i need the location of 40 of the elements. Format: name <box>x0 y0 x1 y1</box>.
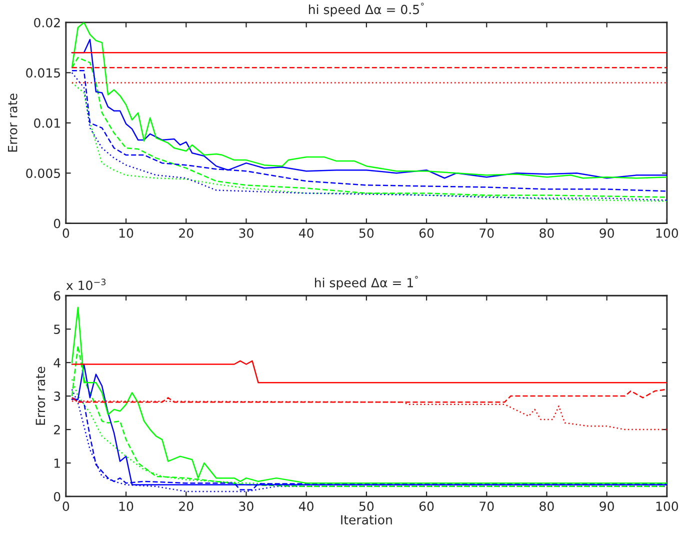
x-tick-label: 100 <box>656 502 678 512</box>
x-tick-label: 40 <box>298 502 314 512</box>
x-tick-label: 20 <box>179 502 194 512</box>
chart-title: hi speed Δα = 0.5$^{°}$ <box>309 2 424 17</box>
y-tick-label: 5 <box>54 324 60 334</box>
y-axis-title: Error rate <box>36 366 46 425</box>
x-tick-label: 50 <box>359 228 374 238</box>
y-tick-label: 0.01 <box>34 118 60 128</box>
x-tick-label: 80 <box>540 228 554 238</box>
x-tick-label: 100 <box>656 228 678 238</box>
y-tick-label: 3 <box>54 392 60 401</box>
x-axis-title: Iteration <box>341 514 392 525</box>
x-tick-label: 60 <box>419 502 434 512</box>
x-tick-label: 50 <box>359 502 374 512</box>
x-tick-label: 90 <box>600 502 614 512</box>
chart-title: hi speed Δα = 1$^{°}$ <box>315 276 418 290</box>
x-tick-label: 80 <box>540 502 554 512</box>
y-tick-label: 0.005 <box>26 168 60 178</box>
y-tick-label: 6 <box>54 291 60 301</box>
x-tick-label: 10 <box>119 502 134 512</box>
x-tick-label: 0 <box>62 228 70 238</box>
y-tick-label: 4 <box>54 358 60 368</box>
x-tick-label: 90 <box>600 228 614 238</box>
x-tick-label: 70 <box>480 502 494 512</box>
text: x 10$^{−3}$ <box>66 278 106 290</box>
x-tick-label: 20 <box>179 228 194 238</box>
x-tick-label: 0 <box>62 502 70 512</box>
y-tick-label: 0 <box>54 492 60 502</box>
x-tick-label: 70 <box>480 228 494 238</box>
y-axis-title: Error rate <box>8 94 18 152</box>
x-tick-label: 30 <box>239 228 254 238</box>
y-tick-label: 0 <box>54 218 60 228</box>
x-tick-label: 30 <box>239 502 254 512</box>
y-tick-label: 0.015 <box>26 68 60 78</box>
x-tick-label: 10 <box>119 228 134 238</box>
y-tick-label: 0.02 <box>34 18 60 28</box>
y-tick-label: 2 <box>54 425 60 434</box>
x-tick-label: 40 <box>298 228 314 238</box>
y-tick-label: 1 <box>54 458 60 468</box>
x-tick-label: 60 <box>419 228 434 238</box>
